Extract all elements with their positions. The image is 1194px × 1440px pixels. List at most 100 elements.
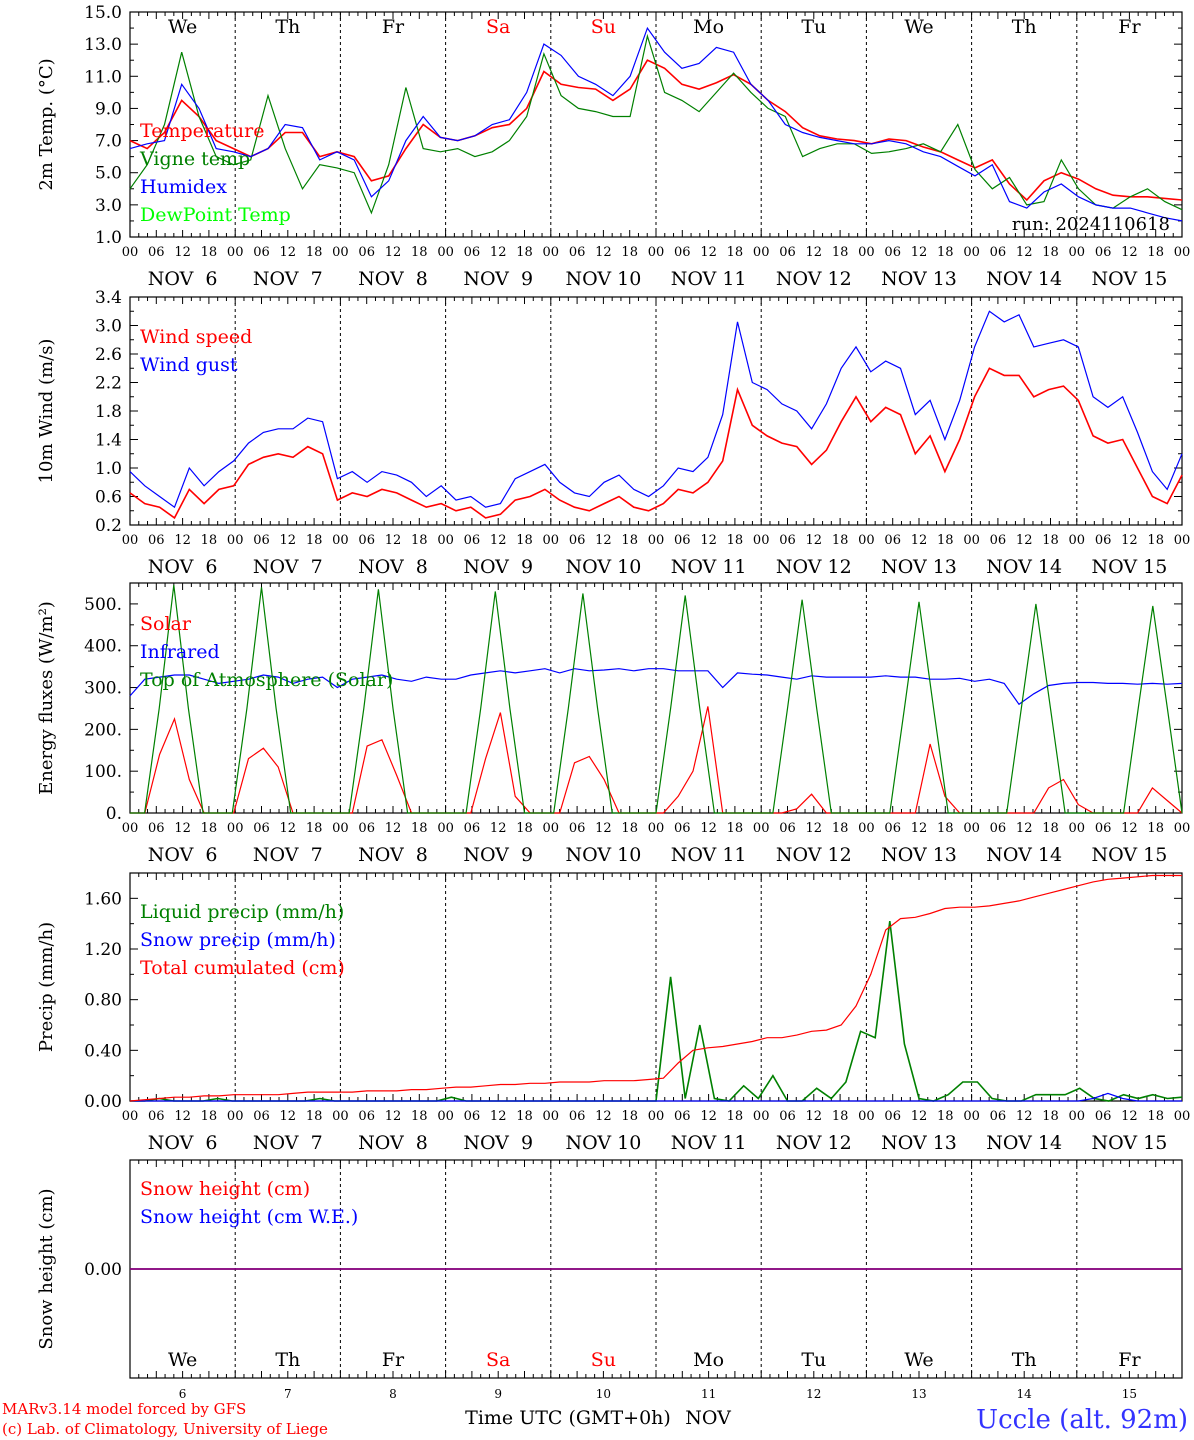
hour-tick-label: 12 [385, 1109, 402, 1124]
hour-tick-label: 06 [358, 1109, 375, 1124]
y-tick-label: 0.00 [84, 1092, 122, 1112]
hour-tick-label: 00 [437, 245, 454, 260]
date-label: NOV 13 [881, 844, 957, 866]
y-axis-title: Energy fluxes (W/m²) [36, 601, 57, 795]
hour-tick-label: 00 [543, 1109, 560, 1124]
legend-entry: Snow height (cm W.E.) [140, 1206, 358, 1228]
day-number-label: 7 [284, 1387, 292, 1401]
legend-entry: Total cumulated (cm) [140, 957, 345, 979]
day-number-label: 8 [389, 1387, 397, 1401]
date-label: NOV 15 [1091, 268, 1167, 290]
hour-tick-label: 00 [648, 245, 665, 260]
date-label: NOV 15 [1091, 1132, 1167, 1154]
hour-tick-label: 12 [174, 533, 191, 548]
legend-entry: Snow precip (mm/h) [140, 929, 336, 951]
legend-entry: Infrared [140, 641, 220, 663]
weekday-label-top: Th [275, 16, 300, 38]
hour-tick-label: 00 [1174, 245, 1191, 260]
hour-tick-label: 12 [595, 1109, 612, 1124]
weekday-label-top: We [168, 16, 197, 38]
hour-tick-label: 18 [306, 533, 323, 548]
date-label: NOV 13 [881, 556, 957, 578]
legend-entry: Wind speed [140, 326, 252, 348]
weekday-label-top: We [904, 16, 933, 38]
hour-tick-label: 18 [306, 821, 323, 836]
hour-tick-label: 00 [963, 821, 980, 836]
y-tick-label: 1.0 [95, 228, 122, 248]
hour-tick-label: 18 [516, 821, 533, 836]
hour-tick-label: 06 [569, 245, 586, 260]
hour-tick-label: 12 [911, 533, 928, 548]
hour-tick-label: 06 [884, 533, 901, 548]
hour-tick-label: 06 [569, 533, 586, 548]
weekday-label-top: Mo [693, 16, 724, 38]
day-number-label: 14 [1017, 1387, 1033, 1401]
hour-tick-label: 12 [490, 245, 507, 260]
hour-tick-label: 06 [148, 1109, 165, 1124]
hour-tick-label: 18 [411, 533, 428, 548]
hour-tick-label: 00 [753, 821, 770, 836]
hour-tick-label: 12 [911, 821, 928, 836]
weekday-label-bottom: Tu [801, 1349, 826, 1371]
y-axis-title: 2m Temp. (°C) [36, 58, 57, 190]
weekday-label-top: Th [1012, 16, 1037, 38]
hour-tick-label: 12 [174, 1109, 191, 1124]
series-line-top-of-atmosphere-solar- [130, 585, 1183, 814]
weekday-label-bottom: Th [275, 1349, 300, 1371]
hour-tick-label: 18 [516, 1109, 533, 1124]
hour-tick-label: 06 [569, 821, 586, 836]
y-tick-label: 0.80 [84, 991, 122, 1011]
date-label: NOV 13 [881, 1132, 957, 1154]
series-line-vigne-temp [129, 33, 1183, 215]
series-line-infrared [129, 668, 1183, 706]
y-tick-label: 0. [106, 804, 122, 824]
day-number-label: 11 [701, 1387, 716, 1401]
hour-tick-label: 06 [990, 245, 1007, 260]
legend-entry: DewPoint Temp [140, 204, 291, 226]
hour-tick-label: 18 [201, 1109, 218, 1124]
hour-tick-label: 18 [832, 245, 849, 260]
hour-tick-label: 00 [332, 821, 349, 836]
hour-tick-label: 18 [1147, 1109, 1164, 1124]
hour-tick-label: 00 [648, 1109, 665, 1124]
hour-tick-label: 18 [1042, 245, 1059, 260]
day-number-label: 10 [596, 1387, 611, 1401]
date-label: NOV 6 [148, 268, 218, 290]
hour-tick-label: 12 [490, 1109, 507, 1124]
date-label: NOV 13 [881, 268, 957, 290]
hour-tick-label: 06 [884, 821, 901, 836]
x-axis-month: NOV [685, 1407, 731, 1429]
hour-tick-label: 12 [385, 245, 402, 260]
hour-tick-label: 18 [727, 1109, 744, 1124]
hour-tick-label: 18 [1147, 533, 1164, 548]
hour-tick-label: 06 [884, 1109, 901, 1124]
weekday-label-bottom: We [168, 1349, 197, 1371]
hour-tick-label: 06 [990, 533, 1007, 548]
y-axis-title: Precip (mm/h) [36, 922, 57, 1052]
date-label: NOV 14 [986, 556, 1062, 578]
day-number-label: 12 [806, 1387, 821, 1401]
hour-tick-label: 06 [464, 245, 481, 260]
date-label: NOV 10 [565, 556, 641, 578]
weekday-label-bottom: We [904, 1349, 933, 1371]
hour-tick-label: 06 [674, 245, 691, 260]
hour-tick-label: 00 [963, 1109, 980, 1124]
hour-tick-label: 00 [227, 533, 244, 548]
hour-tick-label: 18 [937, 245, 954, 260]
hour-tick-label: 06 [464, 533, 481, 548]
hour-tick-label: 00 [332, 1109, 349, 1124]
y-tick-label: 3.4 [95, 288, 122, 308]
legend-entry: Wind gust [140, 354, 238, 376]
hour-tick-label: 00 [227, 245, 244, 260]
hour-tick-label: 18 [621, 533, 638, 548]
hour-tick-label: 18 [411, 821, 428, 836]
hour-tick-label: 00 [753, 245, 770, 260]
hour-tick-label: 06 [779, 1109, 796, 1124]
hour-tick-label: 12 [700, 533, 717, 548]
hour-tick-label: 00 [437, 821, 454, 836]
series-line-snow-precip-mm-h- [130, 1092, 1182, 1102]
hour-tick-label: 12 [595, 533, 612, 548]
hour-tick-label: 06 [358, 533, 375, 548]
hour-tick-label: 18 [201, 821, 218, 836]
hour-tick-label: 06 [569, 1109, 586, 1124]
